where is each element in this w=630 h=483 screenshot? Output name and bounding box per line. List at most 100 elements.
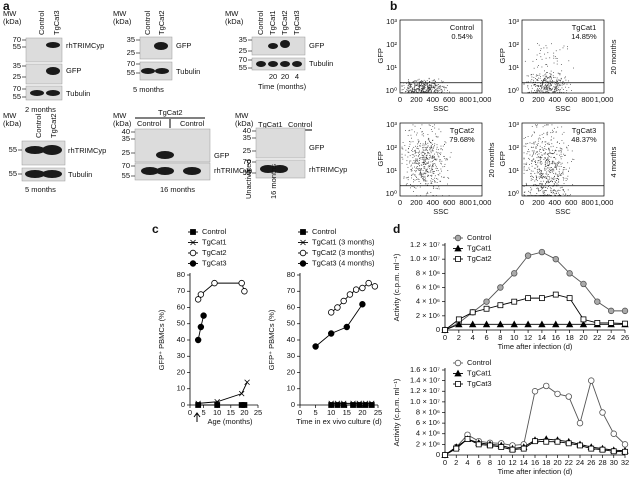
flow-dot — [527, 86, 529, 88]
band-label: GFP — [309, 41, 324, 50]
flow-dot — [554, 166, 555, 168]
flow-dot — [416, 88, 418, 90]
flow-dot — [422, 176, 424, 178]
flow-dot — [563, 45, 565, 47]
flow-dot — [432, 92, 434, 93]
flow-dot — [405, 89, 407, 91]
y-tick-label: 0 — [181, 400, 185, 409]
flow-dot — [417, 178, 419, 180]
flow-dot — [572, 158, 574, 160]
flow-dot — [428, 90, 430, 92]
legend-marker — [299, 249, 307, 257]
flow-dot — [536, 54, 538, 56]
flow-dot — [421, 172, 423, 174]
flow-dot — [559, 154, 560, 156]
series-line — [444, 251, 625, 331]
flow-dot — [423, 155, 425, 157]
flow-dot — [541, 80, 542, 82]
flow-dot — [446, 158, 448, 160]
marker — [346, 291, 354, 298]
flow-dot — [431, 150, 433, 152]
flow-dot — [424, 160, 426, 161]
flow-dot — [447, 89, 448, 91]
mw-marker: 70 — [122, 161, 130, 170]
flow-dot — [559, 174, 561, 176]
flow-dot — [431, 182, 432, 184]
flow-dot — [440, 131, 442, 133]
flow-dot — [414, 150, 416, 151]
flow-dot — [557, 190, 559, 192]
flow-dot — [537, 156, 539, 157]
blot-band — [280, 61, 290, 67]
flow-dot — [560, 158, 562, 160]
flow-dot — [558, 181, 560, 183]
flow-dot — [549, 72, 551, 74]
x-tick-label: 15 — [343, 408, 351, 417]
marker — [525, 295, 531, 302]
flow-dot — [424, 91, 426, 93]
flow-dot — [541, 58, 543, 60]
flow-dot — [547, 153, 549, 155]
panel-label: d — [393, 222, 400, 236]
flow-dot — [441, 80, 442, 82]
flow-dot — [553, 157, 555, 159]
flow-dot — [523, 167, 525, 169]
y-tick-label: 30 — [287, 351, 295, 360]
flow-dot — [417, 79, 419, 81]
flow-dot — [423, 157, 425, 159]
flow-dot — [528, 48, 530, 50]
flow-dot — [438, 149, 439, 151]
blot-band — [256, 61, 266, 67]
flow-dot — [561, 162, 563, 164]
flow-dot — [529, 91, 531, 93]
flow-dot — [412, 91, 414, 92]
flow-dot — [559, 90, 561, 92]
flow-dot — [545, 87, 547, 89]
flow-dot — [560, 78, 562, 80]
marker — [359, 301, 366, 308]
marker — [543, 382, 550, 390]
flow-y-tick: 10² — [508, 143, 519, 152]
flow-dot — [556, 60, 558, 62]
flow-dot — [544, 152, 546, 153]
band-label: GFP — [66, 66, 81, 75]
flow-dot — [550, 188, 552, 190]
flow-dot — [418, 86, 420, 87]
marker — [483, 305, 490, 312]
flow-dot — [560, 166, 562, 167]
flow-dot — [411, 137, 412, 139]
flow-dot — [551, 43, 552, 45]
y-axis-title: GFP⁺ PBMCs (%) — [267, 309, 276, 370]
flow-dot — [550, 70, 552, 72]
mw-marker: 25 — [122, 148, 130, 157]
flow-dot — [549, 88, 551, 90]
flow-dot — [556, 89, 557, 91]
flow-dot — [407, 151, 409, 153]
flow-dot — [425, 157, 427, 159]
flow-dot — [562, 177, 564, 178]
flow-dot — [552, 177, 554, 179]
flow-dot — [424, 159, 426, 160]
flow-dot — [422, 144, 424, 146]
flow-dot — [412, 91, 414, 93]
flow-dot — [544, 53, 545, 55]
flow-percent: 0.54% — [451, 32, 473, 41]
flow-dot — [550, 74, 552, 76]
flow-dot — [423, 87, 424, 89]
flow-dot — [565, 194, 567, 196]
flow-dot — [408, 81, 410, 83]
flow-dot — [546, 124, 548, 126]
flow-dot — [417, 160, 419, 162]
y-tick-label: 1.6 × 10⁷ — [410, 365, 440, 374]
flow-dot — [559, 147, 561, 149]
marker — [475, 441, 482, 448]
flow-dot — [541, 176, 543, 178]
flow-dot — [553, 168, 555, 170]
y-tick-label: 80 — [287, 270, 295, 279]
flow-dot — [538, 74, 540, 76]
flow-dot — [424, 166, 426, 167]
flow-dot — [555, 172, 557, 174]
blot-caption: 16 months — [160, 185, 195, 194]
flow-dot — [557, 184, 559, 186]
flow-dot — [418, 87, 420, 89]
